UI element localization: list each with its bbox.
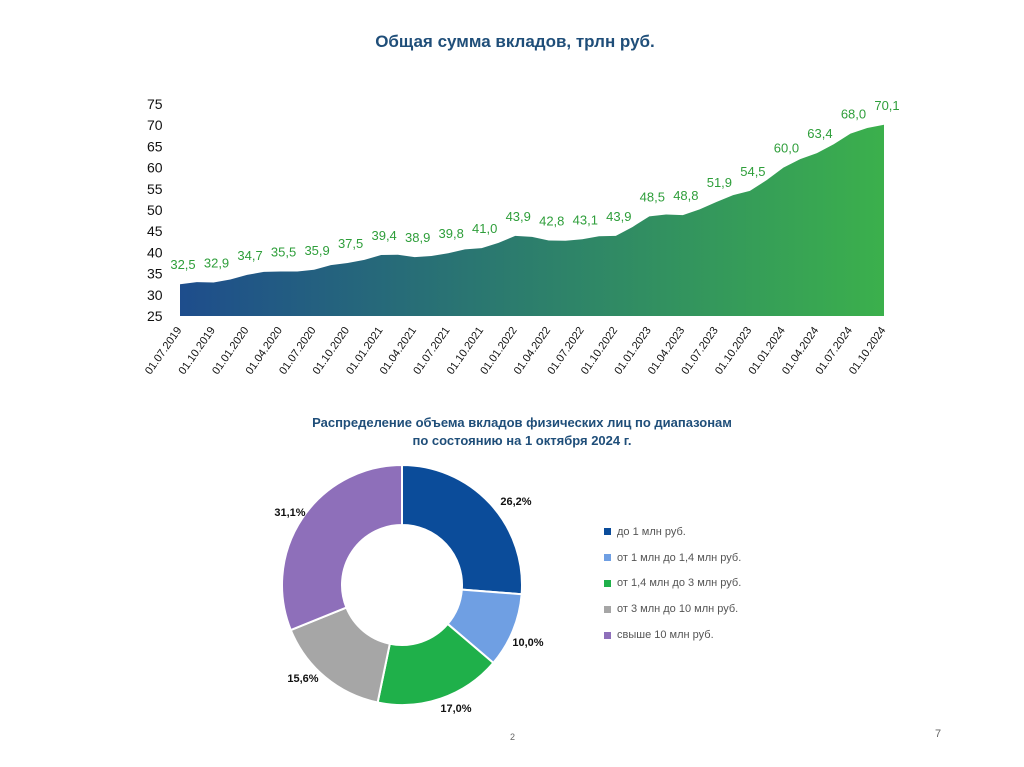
data-label: 48,8 (673, 188, 698, 203)
legend-item: от 1,4 млн до 3 млн руб. (604, 571, 741, 597)
y-tick-label: 75 (147, 96, 163, 112)
data-label: 60,0 (774, 141, 799, 156)
legend-item: до 1 млн руб. (604, 519, 741, 545)
data-label: 41,0 (472, 221, 497, 236)
y-tick-label: 70 (147, 117, 163, 133)
legend-label: от 1,4 млн до 3 млн руб. (617, 577, 742, 590)
legend-label: до 1 млн руб. (617, 525, 686, 538)
legend-swatch-icon (604, 528, 611, 536)
data-label: 39,8 (439, 226, 464, 241)
y-tick-label: 40 (147, 244, 163, 260)
data-label: 32,5 (170, 257, 195, 272)
data-label: 68,0 (841, 107, 866, 122)
legend-label: от 1 млн до 1,4 млн руб. (617, 551, 742, 564)
legend-swatch-icon (604, 579, 611, 587)
legend-swatch-icon (604, 631, 611, 639)
data-label: 42,8 (539, 214, 564, 229)
data-label: 38,9 (405, 230, 430, 245)
data-label: 43,9 (506, 209, 531, 224)
area-series (180, 124, 884, 316)
legend-item: от 1 млн до 1,4 млн руб. (604, 545, 741, 571)
donut-legend: до 1 млн руб. от 1 млн до 1,4 млн руб. о… (604, 519, 741, 648)
area-chart-title: Общая сумма вкладов, трлн руб. (375, 32, 655, 51)
slice-label: 26,2% (500, 496, 531, 508)
legend-label: свыше 10 млн руб. (617, 629, 714, 642)
data-label: 48,5 (640, 189, 665, 204)
y-tick-label: 45 (147, 223, 163, 239)
data-label: 70,1 (874, 98, 899, 113)
slice-label: 17,0% (440, 703, 471, 715)
data-label: 39,4 (371, 228, 396, 243)
legend-item: от 3 млн до 10 млн руб. (604, 596, 741, 622)
legend-item: свыше 10 млн руб. (604, 622, 741, 648)
legend-label: от 3 млн до 10 млн руб. (617, 603, 739, 616)
data-label: 35,5 (271, 244, 296, 259)
donut-slice (281, 463, 403, 632)
donut-slice (401, 463, 523, 596)
data-label: 63,4 (807, 126, 832, 141)
slice-label: 10,0% (512, 637, 543, 649)
y-tick-label: 30 (147, 287, 163, 303)
y-tick-label: 50 (147, 202, 163, 218)
donut-title-line-2: по состоянию на 1 октября 2024 г. (412, 433, 632, 448)
data-label: 37,5 (338, 236, 363, 251)
slice-label: 15,6% (287, 673, 318, 685)
data-label: 51,9 (707, 175, 732, 190)
legend-swatch-icon (604, 605, 611, 613)
slice-label: 31,1% (274, 507, 305, 519)
donut-title-line-1: Распределение объема вкладов физических … (312, 415, 732, 430)
y-tick-label: 55 (147, 181, 163, 197)
y-tick-label: 65 (147, 138, 163, 154)
area-chart: 25 30 35 40 45 50 55 60 65 70 75 32,5 32,9 34,7 35,5 35… (143, 96, 900, 377)
y-tick-label: 60 (147, 160, 163, 176)
data-label: 43,9 (606, 209, 631, 224)
donut-chart-title: Распределение объема вкладов физических … (10, 414, 1024, 450)
y-tick-label: 35 (147, 266, 163, 282)
donut-slice (376, 622, 495, 706)
page-number: 7 (935, 728, 942, 740)
footer-mark: 2 (510, 732, 516, 742)
data-label: 54,5 (740, 164, 765, 179)
data-label: 34,7 (237, 248, 262, 263)
data-label: 43,1 (573, 212, 598, 227)
legend-swatch-icon (604, 554, 611, 562)
data-label: 35,9 (304, 243, 329, 258)
y-tick-label: 25 (147, 308, 163, 324)
data-label: 32,9 (204, 256, 229, 271)
